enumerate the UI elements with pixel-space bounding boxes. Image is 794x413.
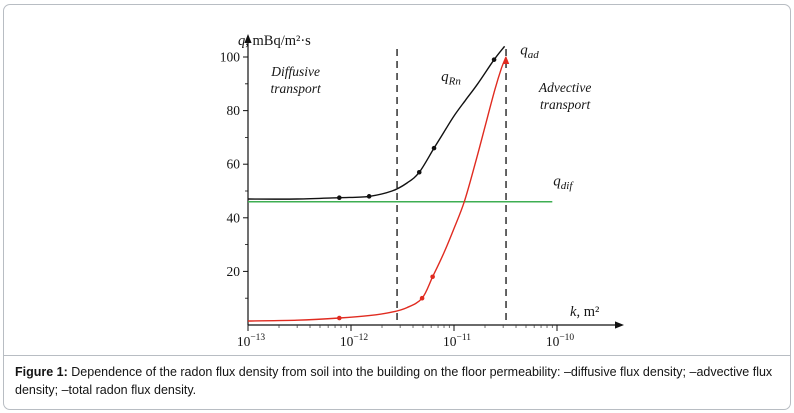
caption-item-advective: –advective flux density; — [15, 364, 773, 398]
x-tick-label: 10−13 — [237, 333, 266, 349]
x-axis-title: k, m² — [570, 304, 600, 320]
caption-item-total: –total radon flux density. — [61, 383, 197, 398]
data-point — [491, 57, 497, 62]
figure-panel: 20 40 60 80 100 10−13 10−12 10−11 10−10 q, mBq/m²… — [3, 4, 791, 410]
advective-region-label: Advective transport — [538, 80, 592, 112]
y-tick-label: 100 — [220, 50, 241, 65]
figure-caption: Figure 1: Dependence of the radon flux d… — [4, 354, 790, 410]
chart-area: 20 40 60 80 100 10−13 10−12 10−11 10−10 q, mBq/m²… — [4, 5, 790, 355]
q-ad-curve-label: qad — [520, 42, 539, 61]
caption-item-diffusive: –diffusive flux density; — [563, 364, 687, 379]
q-ad-curve-arrow — [502, 56, 510, 64]
data-point — [337, 195, 342, 200]
y-tick-label: 60 — [227, 157, 241, 172]
x-tick-label: 10−11 — [443, 333, 471, 349]
x-tick-label: 10−12 — [340, 333, 369, 349]
q-rn-curve-label: qRn — [441, 69, 461, 88]
y-axis-title: q, mBq/m²·s — [238, 33, 311, 49]
data-point — [416, 169, 422, 175]
y-tick-label: 80 — [227, 103, 241, 118]
y-axis-arrow — [244, 34, 252, 43]
data-point — [431, 145, 437, 151]
caption-body: Dependence of the radon flux density fro… — [71, 364, 561, 379]
q-ad-curve — [247, 56, 507, 322]
q-dif-curve-label: qdif — [553, 174, 574, 193]
y-tick-label: 40 — [227, 210, 241, 225]
caption-figure-label: Figure 1: — [15, 364, 68, 379]
q-rn-curve — [247, 45, 506, 200]
data-point — [337, 315, 342, 321]
x-axis-arrow — [615, 321, 624, 329]
y-tick-label: 20 — [227, 264, 241, 279]
chart-svg: 20 40 60 80 100 10−13 10−12 10−11 10−10 q, mBq/m²… — [220, 33, 624, 349]
x-tick-label: 10−10 — [546, 333, 575, 349]
data-point — [419, 295, 425, 301]
diffusive-region-label: Diffusive transport — [270, 64, 322, 96]
data-point — [366, 194, 372, 199]
data-point — [430, 274, 435, 280]
